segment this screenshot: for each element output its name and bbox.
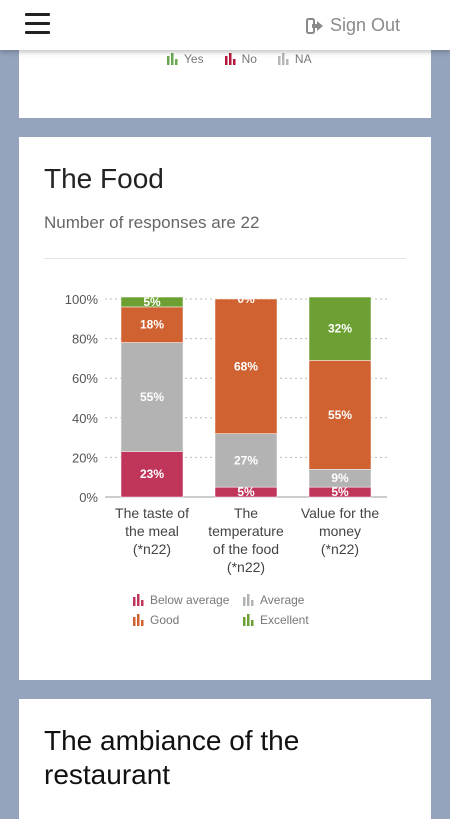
category-label: money: [319, 523, 361, 539]
food-chart-legend: Below average Average Good Excellent: [132, 593, 352, 633]
food-stacked-bar-chart: 0% 20% 40% 60% 80% 100% 23% 55% 18% 5% The taste o…: [65, 292, 387, 575]
legend-item-yes[interactable]: Yes: [166, 52, 204, 66]
data-label: 55%: [328, 408, 352, 422]
legend-item-average[interactable]: Average: [242, 593, 352, 607]
hamburger-icon[interactable]: [25, 13, 50, 35]
bar-good-0[interactable]: [120, 306, 184, 343]
data-label: 68%: [234, 359, 258, 373]
legend-label: Good: [150, 613, 180, 627]
category-label: of the food: [213, 541, 279, 557]
bar-good-1[interactable]: [214, 298, 278, 434]
legend-bar-icon: [277, 53, 289, 65]
bar-average-1[interactable]: [214, 433, 278, 488]
sign-out-icon: [305, 17, 323, 34]
sign-out-button[interactable]: Sign Out: [305, 15, 400, 36]
food-card: The Food Number of responses are 22 0% 20…: [19, 137, 431, 680]
data-label: 32%: [328, 322, 352, 336]
legend-bar-icon: [133, 614, 144, 626]
category-label: The: [234, 505, 258, 521]
data-label: 55%: [140, 390, 164, 404]
data-label: 5%: [237, 485, 255, 499]
category-label: temperature: [208, 523, 284, 539]
legend-row: Below average Average: [132, 593, 352, 607]
legend-item-below-average[interactable]: Below average: [132, 593, 242, 607]
data-label: 27%: [234, 453, 258, 467]
top-chart-legend: Yes No NA: [166, 52, 332, 66]
legend-label: Yes: [184, 52, 204, 66]
legend-item-no[interactable]: No: [224, 52, 257, 66]
y-tick-label: 20%: [72, 450, 98, 465]
divider: [44, 258, 406, 259]
legend-label: Average: [260, 593, 305, 607]
legend-bar-icon: [243, 614, 254, 626]
sign-out-label: Sign Out: [329, 15, 400, 35]
category-label: the meal: [125, 523, 179, 539]
y-tick-label: 40%: [72, 411, 98, 426]
category-label: (*n22): [321, 541, 359, 557]
legend-label: NA: [294, 52, 312, 66]
top-bar: Sign Out: [0, 0, 450, 50]
category-label: Value for the: [301, 505, 380, 521]
legend-bar-icon: [243, 594, 254, 606]
legend-bar-icon: [133, 594, 144, 606]
legend-label: No: [241, 52, 257, 66]
food-title: The Food: [44, 163, 164, 194]
category-label: The taste of: [115, 505, 189, 521]
bar-excellent-2[interactable]: [308, 296, 372, 361]
legend-label: Below average: [150, 593, 230, 607]
data-label: 0%: [237, 292, 255, 306]
legend-item-na[interactable]: NA: [277, 52, 312, 66]
category-label: (*n22): [133, 541, 171, 557]
data-label: 5%: [143, 295, 161, 309]
data-label: 5%: [331, 485, 349, 499]
y-tick-label: 80%: [72, 332, 98, 347]
data-label: 18%: [140, 318, 164, 332]
bar-good-2[interactable]: [308, 360, 372, 470]
data-label: 23%: [140, 467, 164, 481]
category-label: (*n22): [227, 559, 265, 575]
y-tick-label: 0%: [79, 490, 98, 505]
legend-item-excellent[interactable]: Excellent: [242, 613, 352, 627]
y-tick-label: 60%: [72, 371, 98, 386]
legend-item-good[interactable]: Good: [132, 613, 242, 627]
y-tick-label: 100%: [65, 292, 99, 307]
previous-chart-card: Yes No NA: [19, 40, 431, 118]
legend-row: Good Excellent: [132, 613, 352, 627]
bar-average-0[interactable]: [120, 342, 184, 452]
legend-bar-icon: [224, 53, 236, 65]
ambiance-card: The ambiance of the restaurant: [19, 699, 431, 819]
legend-label: Excellent: [260, 613, 309, 627]
legend-bar-icon: [167, 53, 178, 65]
bar-excellent-0[interactable]: [120, 296, 184, 308]
data-label: 9%: [331, 471, 349, 485]
ambiance-title: The ambiance of the restaurant: [44, 725, 300, 790]
food-response-count: Number of responses are 22: [44, 213, 260, 232]
